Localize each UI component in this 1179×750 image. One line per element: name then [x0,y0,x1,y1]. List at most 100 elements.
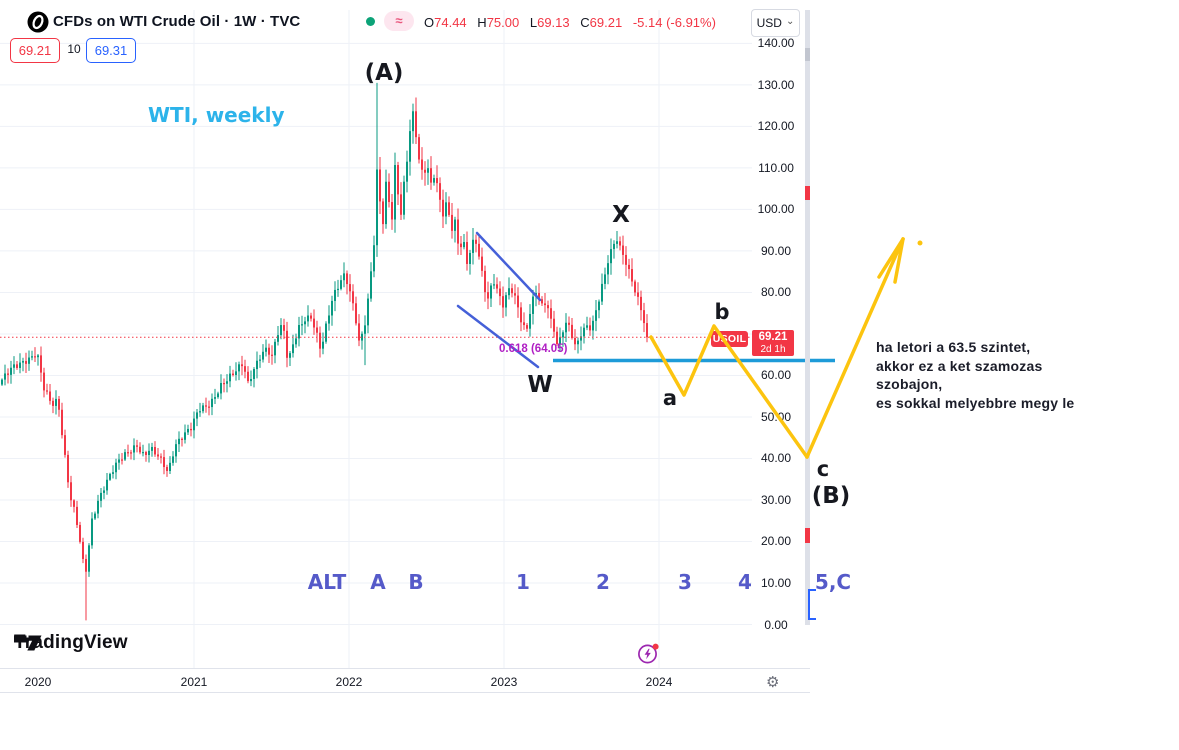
time-tick-label: 2022 [335,675,363,689]
candle-body [520,307,522,323]
candle-body [4,373,6,380]
candle-body [604,274,606,284]
candle-body [463,242,465,248]
scrollbar-mark [805,528,810,543]
candle-body [220,383,222,394]
candle-body [247,371,249,382]
price-tick-label: 110.00 [758,160,794,175]
candle-body [439,183,441,200]
price-tick-label: 30.00 [760,492,792,507]
candle-body [607,263,609,275]
candle-body [310,315,312,319]
price-tick-label: 90.00 [760,243,792,258]
candle-body [595,310,597,321]
market-status-dot-icon[interactable] [366,17,375,26]
fib-retracement-label[interactable]: 0.618 (64.05) [499,343,568,355]
candle-body [493,284,495,286]
candle-body [556,331,558,345]
candle-body [523,322,525,326]
candle-body [250,378,252,382]
candle-body [442,199,444,217]
price-scale-scrollbar[interactable] [805,10,810,625]
approx-price-badge[interactable]: ≈ [384,11,414,31]
ask-price-box[interactable]: 69.31 [86,38,136,63]
candle-body [31,356,33,358]
flash-publish-icon[interactable] [637,642,661,666]
tradingview-attribution[interactable]: TradingView [14,632,128,654]
candle-body [259,359,261,361]
candle-body [277,335,279,342]
symbol-price-label[interactable]: USOIL [711,331,748,347]
candle-body [559,337,561,345]
candle-body [466,242,468,264]
candle-body [316,327,318,333]
currency-dropdown[interactable]: USD ⌄ [751,9,800,37]
time-tick-label: 2021 [180,675,208,689]
exchange-logo-icon [27,11,49,33]
ohlc-close-value: 69.21 [589,15,623,30]
gear-icon[interactable]: ⚙ [766,674,780,691]
candle-body [289,353,291,358]
wave-label-a: a [662,386,678,410]
candle-body [421,159,423,170]
bid-price-box[interactable]: 69.21 [10,38,60,63]
candle-body [553,318,555,332]
price-tick-label: 0.00 [764,617,788,632]
candle-body [583,327,585,337]
candle-body [1,379,3,385]
candle-body [451,214,453,231]
candle-body [307,315,309,322]
time-tick-label: 2023 [490,675,518,689]
ohlc-readout: O74.44 H75.00 L69.13 C69.21 -5.14 (-6.91… [424,15,716,30]
candle-body [448,202,450,215]
candle-body [631,269,633,282]
candle-body [97,500,99,514]
candle-body [376,169,378,246]
candle-body [388,181,390,203]
ohlc-low-value: 69.13 [537,15,570,30]
candle-body [643,310,645,324]
scrollbar-mark [805,48,810,61]
wave-count-a: A [370,570,386,594]
currency-label: USD [756,16,782,30]
candle-body [70,482,72,501]
candle-body [472,239,474,253]
candle-body [322,341,324,349]
candle-body [319,332,321,349]
candle-body [115,462,117,473]
ohlc-open-value: 74.44 [434,15,467,30]
candle-body [193,418,195,431]
candle-body [637,292,639,297]
candle-body [187,428,189,433]
last-price-badge[interactable]: 69.21 2d 1h [752,330,794,356]
wave-count-5,c: 5,C [814,570,852,594]
candle-body [58,398,60,410]
candle-body [241,364,243,367]
candle-body [91,518,93,546]
widget-bottom-border [0,692,810,693]
bar-countdown: 2d 1h [760,344,786,355]
candle-body [223,383,225,385]
candle-body [544,303,546,306]
candle-body [445,202,447,217]
symbol-title[interactable]: CFDs on WTI Crude Oil · 1W · TVC [53,13,301,30]
candle-body [367,298,369,326]
candle-body [136,445,138,447]
candle-body [244,366,246,372]
ohlc-high-label: H [477,15,487,30]
wave-count-2: 2 [596,570,610,594]
candle-body [13,364,15,368]
candle-body [361,333,363,341]
candle-body [202,405,204,412]
candle-body [46,390,48,392]
candle-body [166,467,168,472]
candle-body [154,446,156,455]
candle-body [502,296,504,308]
wave-count-3: 3 [678,570,692,594]
candle-body [100,492,102,501]
candle-body [16,364,18,368]
ohlc-open-label: O [424,15,435,30]
candle-body [103,490,105,493]
candle-body [151,446,153,451]
candle-body [412,111,414,132]
